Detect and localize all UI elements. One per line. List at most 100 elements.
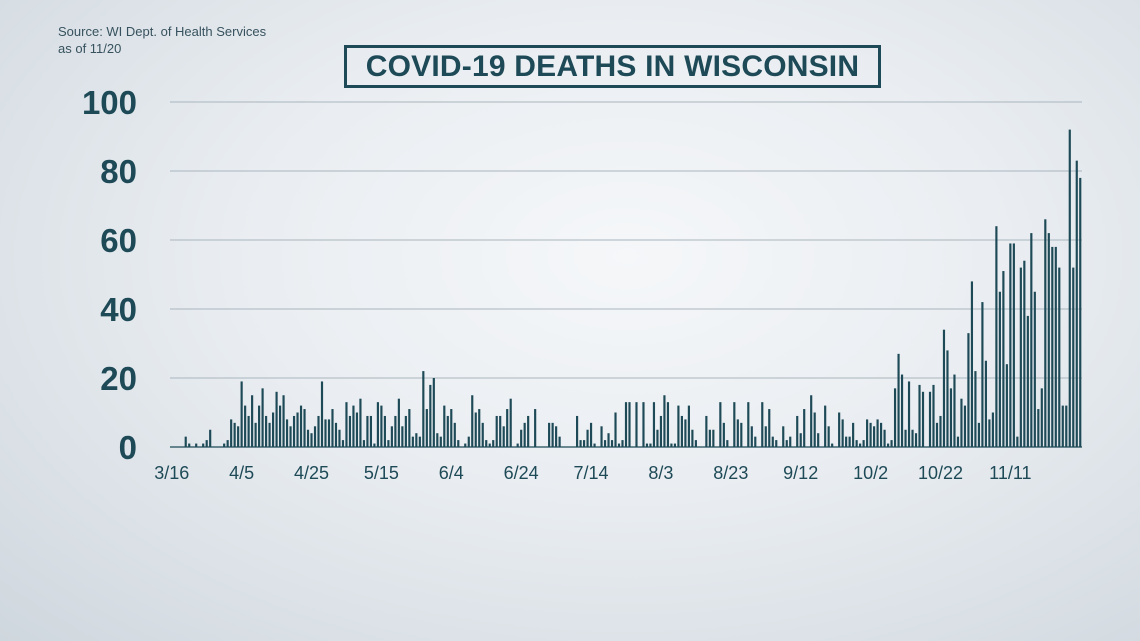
bar bbox=[464, 443, 467, 447]
bar bbox=[327, 419, 331, 447]
bar bbox=[369, 415, 373, 447]
bar bbox=[817, 433, 820, 447]
x-tick-label: 5/15 bbox=[364, 463, 399, 483]
chart-title: COVID-19 DEATHS IN WISCONSIN bbox=[344, 45, 881, 88]
bar bbox=[977, 422, 981, 447]
bar bbox=[694, 440, 697, 447]
bar bbox=[446, 415, 449, 447]
bar bbox=[907, 381, 911, 447]
x-tick-label: 4/5 bbox=[229, 463, 254, 483]
bar bbox=[439, 436, 442, 447]
bar bbox=[422, 371, 425, 447]
bar bbox=[223, 443, 226, 447]
bar bbox=[432, 378, 435, 447]
bar bbox=[942, 329, 946, 447]
x-tick-label: 7/14 bbox=[574, 463, 609, 483]
bar bbox=[495, 415, 498, 447]
bar bbox=[859, 443, 862, 447]
bar bbox=[1019, 267, 1022, 447]
bar bbox=[1023, 260, 1026, 447]
bar bbox=[345, 402, 348, 447]
bar bbox=[387, 440, 390, 447]
bar bbox=[589, 422, 593, 447]
bar bbox=[373, 443, 376, 447]
bar bbox=[289, 426, 292, 447]
bar bbox=[397, 398, 400, 447]
bar bbox=[188, 443, 191, 447]
bar bbox=[883, 429, 886, 447]
bar bbox=[1026, 315, 1029, 447]
bar bbox=[673, 443, 677, 447]
bar bbox=[1075, 160, 1078, 447]
bar bbox=[272, 412, 275, 447]
bar bbox=[436, 433, 439, 447]
bar bbox=[366, 415, 369, 447]
bar bbox=[299, 405, 303, 447]
bar bbox=[897, 353, 900, 447]
bar bbox=[900, 374, 904, 447]
bar bbox=[1072, 267, 1075, 447]
bar bbox=[258, 405, 261, 447]
bar bbox=[1065, 405, 1068, 447]
bar bbox=[226, 440, 229, 447]
bar bbox=[352, 405, 355, 447]
bar bbox=[750, 426, 753, 447]
bar bbox=[656, 429, 659, 447]
bar bbox=[869, 422, 872, 447]
bar bbox=[317, 415, 320, 447]
bar bbox=[254, 422, 257, 447]
bar bbox=[1054, 246, 1057, 447]
bar bbox=[1058, 267, 1061, 447]
bar bbox=[408, 409, 411, 447]
bar bbox=[1040, 388, 1043, 447]
bar bbox=[628, 402, 631, 447]
x-tick-label: 11/11 bbox=[989, 463, 1031, 483]
bar bbox=[502, 426, 505, 447]
bar bbox=[278, 405, 282, 447]
bar bbox=[275, 391, 278, 447]
bar bbox=[230, 419, 233, 447]
bar bbox=[506, 409, 509, 447]
bar bbox=[362, 440, 366, 447]
bar bbox=[726, 440, 729, 447]
bar bbox=[621, 440, 624, 447]
bar bbox=[551, 422, 554, 447]
bar bbox=[652, 402, 656, 447]
bar bbox=[1005, 364, 1008, 447]
bar bbox=[939, 415, 942, 447]
y-tick-label: 40 bbox=[100, 291, 137, 328]
bar bbox=[873, 426, 876, 447]
bar bbox=[355, 412, 359, 447]
bar bbox=[970, 281, 974, 447]
bar bbox=[334, 422, 338, 447]
bar bbox=[963, 405, 967, 447]
bar bbox=[670, 443, 673, 447]
bar bbox=[754, 436, 757, 447]
y-tick-label: 80 bbox=[100, 153, 137, 190]
bar bbox=[527, 415, 530, 447]
bar bbox=[974, 371, 977, 447]
bar bbox=[852, 422, 855, 447]
bar bbox=[1002, 271, 1005, 447]
bar bbox=[677, 405, 680, 447]
x-tick-label: 9/12 bbox=[783, 463, 818, 483]
bar bbox=[240, 381, 243, 447]
bar bbox=[607, 433, 610, 447]
bar bbox=[893, 388, 897, 447]
bar bbox=[967, 333, 970, 447]
bar bbox=[404, 415, 407, 447]
bar bbox=[624, 402, 628, 447]
bar bbox=[960, 398, 963, 447]
bar bbox=[666, 402, 670, 447]
bar bbox=[383, 415, 386, 447]
bar bbox=[481, 422, 484, 447]
bar bbox=[320, 381, 324, 447]
bar bbox=[1079, 177, 1082, 447]
bar bbox=[803, 409, 806, 447]
bar bbox=[509, 398, 512, 447]
bar bbox=[610, 440, 614, 447]
bar bbox=[237, 426, 240, 447]
bar bbox=[705, 415, 708, 447]
bar bbox=[247, 415, 250, 447]
